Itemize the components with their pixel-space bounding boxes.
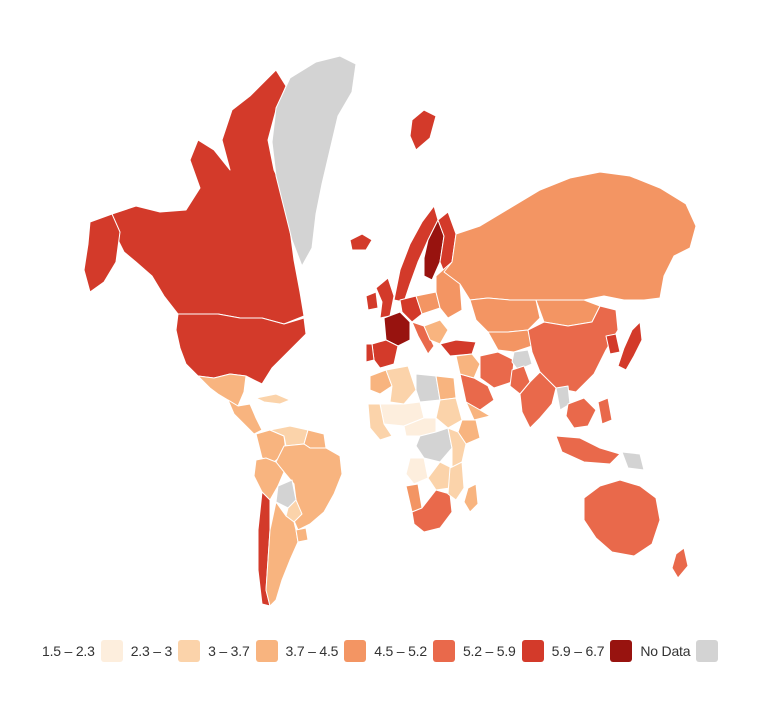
legend-label: 2.3 – 3 (130, 643, 173, 659)
region-india (519, 371, 557, 429)
region-dr-congo (415, 427, 453, 463)
legend-swatch (610, 640, 633, 662)
region-argentina (265, 501, 299, 607)
region-yemen (465, 401, 491, 421)
region-portugal (365, 343, 375, 363)
region-central-america (227, 399, 263, 435)
region-west-africa (367, 403, 393, 441)
region-uruguay (295, 527, 309, 543)
legend-item-5: 4.5 – 5.2 (374, 640, 455, 662)
region-namibia (405, 483, 423, 513)
region-mozambique (447, 461, 465, 501)
region-russia (443, 171, 697, 301)
region-papua-new-guinea (621, 451, 645, 471)
region-spain (371, 339, 399, 369)
region-united-kingdom (375, 277, 395, 319)
world-choropleth-map (83, 55, 697, 607)
region-alaska (83, 213, 121, 293)
region-paraguay (285, 499, 303, 523)
region-angola (405, 457, 429, 485)
region-balkans (423, 319, 449, 345)
region-central-asia (487, 329, 533, 353)
region-korea (605, 333, 621, 355)
region-guianas (303, 429, 327, 449)
legend-swatch (344, 640, 367, 662)
legend-item-2: 2.3 – 3 (130, 640, 201, 662)
region-southeast-asia (565, 397, 597, 429)
legend-item-8: No Data (640, 640, 719, 662)
legend-label: 4.5 – 5.2 (374, 643, 427, 659)
legend-label: No Data (640, 643, 691, 659)
region-australia (583, 479, 661, 557)
region-egypt (435, 375, 457, 401)
region-greenland (271, 55, 357, 267)
legend-item-6: 5.2 – 5.9 (463, 640, 544, 662)
region-south-africa (411, 489, 453, 533)
region-new-zealand (671, 547, 689, 579)
legend-item-7: 5.9 – 6.7 (552, 640, 633, 662)
region-iraq-syria (455, 353, 481, 379)
region-madagascar (463, 483, 479, 513)
region-brazil (275, 443, 343, 531)
region-germany (399, 295, 423, 323)
legend-label: 1.5 – 2.3 (42, 643, 95, 659)
region-indonesia (555, 435, 621, 465)
legend-swatch (100, 640, 123, 662)
region-iceland (349, 233, 373, 251)
region-mexico (197, 373, 247, 407)
legend-label: 3.7 – 4.5 (285, 643, 339, 659)
region-sudan (435, 397, 463, 429)
region-japan (617, 321, 643, 371)
region-turkey (439, 339, 477, 357)
legend-swatch (521, 640, 544, 662)
region-svalbard (409, 109, 437, 151)
region-philippines (597, 397, 613, 425)
region-united-states (175, 313, 307, 385)
legend-item-4: 3.7 – 4.5 (286, 640, 367, 662)
map-legend: 1.5 – 2.3 2.3 – 3 3 – 3.7 3.7 – 4.5 4.5 … (42, 636, 726, 666)
legend-swatch (432, 640, 455, 662)
region-cuba (255, 393, 291, 405)
legend-item-3: 3 – 3.7 (208, 640, 278, 662)
region-canada (111, 69, 305, 325)
region-ireland (365, 291, 379, 311)
region-libya (415, 373, 441, 403)
legend-label: 3 – 3.7 (208, 643, 250, 659)
legend-swatch (696, 640, 719, 662)
region-morocco (369, 369, 393, 395)
legend-swatch (255, 640, 278, 662)
legend-label: 5.9 – 6.7 (551, 643, 605, 659)
legend-label: 5.2 – 5.9 (462, 643, 516, 659)
region-iran (479, 351, 515, 389)
region-afghanistan (511, 349, 533, 371)
region-ethiopia (457, 419, 481, 445)
legend-swatch (178, 640, 201, 662)
region-italy (411, 321, 435, 355)
country-regions (83, 55, 697, 607)
legend-item-1: 1.5 – 2.3 (42, 640, 123, 662)
region-kazakhstan (469, 297, 541, 333)
